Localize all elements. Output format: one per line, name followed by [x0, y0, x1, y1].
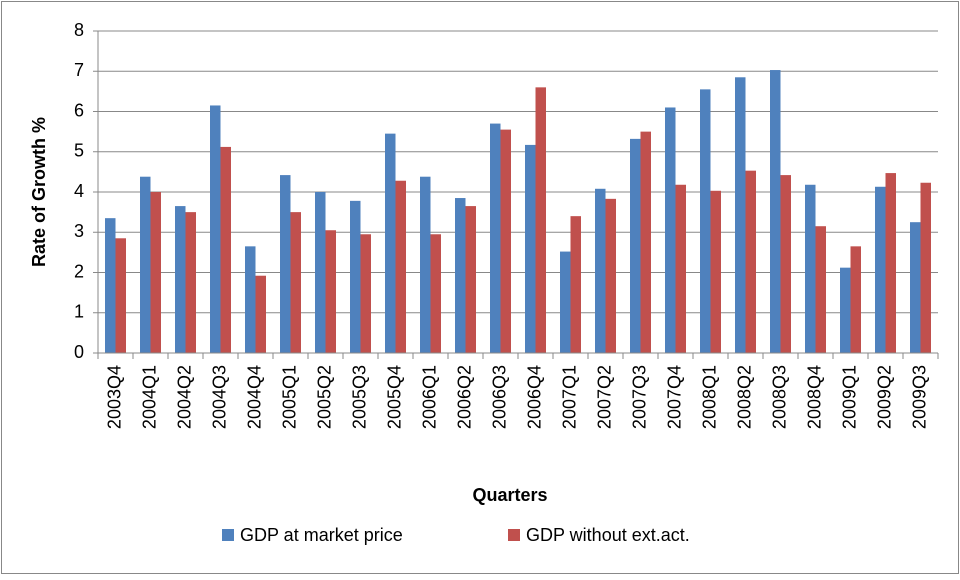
bar: [220, 146, 231, 353]
x-tick-label: 2008Q3: [769, 365, 789, 429]
bar: [465, 206, 476, 353]
bar: [640, 131, 651, 353]
y-tick-label: 2: [74, 261, 84, 281]
y-tick-label: 5: [74, 141, 84, 161]
bar: [105, 218, 116, 353]
x-tick-label: 2007Q3: [629, 365, 649, 429]
x-tick-label: 2003Q4: [104, 365, 124, 429]
bar: [140, 176, 151, 353]
bar: [675, 184, 686, 353]
bar: [605, 198, 616, 353]
bar: [745, 170, 756, 353]
bar: [350, 200, 361, 353]
bar: [430, 234, 441, 353]
x-tick-label: 2006Q3: [489, 365, 509, 429]
bar: [885, 173, 896, 353]
x-tick-label: 2008Q4: [804, 365, 824, 429]
x-tick-label: 2006Q1: [419, 365, 439, 429]
bar: [570, 216, 581, 353]
bar: [420, 176, 431, 353]
bar: [805, 184, 816, 353]
x-tick-label: 2007Q2: [594, 365, 614, 429]
bar: [455, 198, 466, 353]
y-tick-label: 3: [74, 221, 84, 241]
bar: [560, 251, 571, 353]
bar: [115, 238, 126, 353]
bar: [280, 175, 291, 353]
bar: [710, 190, 721, 353]
x-tick-label: 2009Q1: [839, 365, 859, 429]
x-tick-label: 2009Q2: [874, 365, 894, 429]
bar: [490, 123, 501, 353]
legend-label: GDP at market price: [240, 525, 403, 545]
bar: [630, 138, 641, 353]
x-tick-label: 2004Q4: [244, 365, 264, 429]
x-tick-label: 2004Q1: [139, 365, 159, 429]
y-tick-label: 8: [74, 20, 84, 40]
bar: [815, 226, 826, 353]
bar: [385, 133, 396, 353]
x-tick-label: 2006Q2: [454, 365, 474, 429]
bar: [150, 192, 161, 353]
y-tick-label: 1: [74, 302, 84, 322]
x-tick-label: 2004Q2: [174, 365, 194, 429]
x-tick-label: 2005Q4: [384, 365, 404, 429]
bar: [315, 192, 326, 353]
bar: [700, 89, 711, 354]
x-tick-label: 2005Q1: [279, 365, 299, 429]
y-tick-label: 7: [74, 60, 84, 80]
bar: [290, 212, 301, 353]
x-tick-label: 2004Q3: [209, 365, 229, 429]
bar: [210, 105, 221, 354]
bar: [770, 70, 781, 353]
bar: [840, 267, 851, 353]
x-tick-label: 2008Q1: [699, 365, 719, 429]
legend-swatch: [222, 529, 234, 541]
bar: [255, 275, 266, 353]
bar: [535, 87, 546, 353]
legend-label: GDP without ext.act.: [526, 525, 690, 545]
bar: [910, 222, 921, 353]
x-tick-label: 2008Q2: [734, 365, 754, 429]
bar: [245, 246, 256, 353]
y-axis-title: Rate of Growth %: [29, 117, 49, 267]
bar: [780, 175, 791, 353]
bar: [920, 182, 931, 353]
bar: [500, 129, 511, 353]
bar: [595, 188, 606, 353]
bar: [175, 206, 186, 353]
y-tick-label: 6: [74, 100, 84, 120]
x-tick-label: 2009Q3: [909, 365, 929, 429]
x-tick-label: 2007Q1: [559, 365, 579, 429]
x-tick-label: 2006Q4: [524, 365, 544, 429]
x-tick-label: 2005Q3: [349, 365, 369, 429]
y-tick-label: 0: [74, 342, 84, 362]
bar: [665, 107, 676, 353]
bar: [735, 77, 746, 353]
bar: [875, 186, 886, 353]
x-axis-title: Quarters: [472, 485, 547, 505]
x-tick-label: 2007Q4: [664, 365, 684, 429]
bar: [395, 180, 406, 353]
bar: [850, 246, 861, 353]
legend-swatch: [508, 529, 520, 541]
x-tick-label: 2005Q2: [314, 365, 334, 429]
bar: [525, 144, 536, 353]
y-tick-label: 4: [74, 181, 84, 201]
bar: [360, 234, 371, 353]
bar: [325, 230, 336, 353]
bar: [185, 212, 196, 353]
